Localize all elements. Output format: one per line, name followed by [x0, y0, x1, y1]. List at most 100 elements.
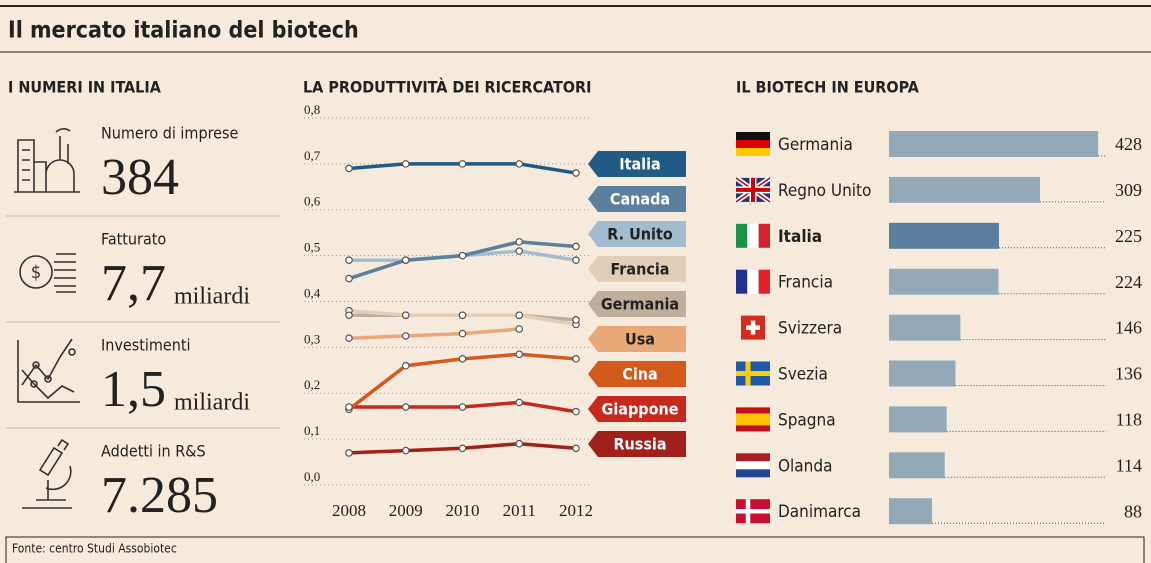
- stat-label: Fatturato: [101, 230, 166, 249]
- x-tick-label: 2008: [332, 501, 366, 520]
- y-tick-label: 0,3: [304, 331, 320, 346]
- flag-part: [736, 453, 770, 462]
- source: Fonte: centro Studi Assobiotec: [12, 542, 177, 556]
- bar: [889, 131, 1099, 157]
- point: [458, 444, 467, 453]
- flag-part: [736, 499, 770, 524]
- category-label: Francia: [778, 273, 833, 293]
- legend-tag: [588, 256, 686, 282]
- legend-label: Canada: [610, 190, 670, 209]
- point: [401, 446, 410, 455]
- value-label: 118: [1116, 410, 1142, 430]
- category-label: Germania: [778, 135, 853, 155]
- y-tick-label: 0,2: [304, 377, 320, 392]
- y-tick-label: 0,0: [304, 469, 320, 484]
- y-tick-label: 0,1: [304, 423, 320, 438]
- stat-value: 1,5: [101, 361, 166, 418]
- legend-tag: [588, 326, 686, 352]
- point: [345, 274, 353, 283]
- legend-tag: [588, 361, 686, 387]
- legend-tag: [588, 221, 686, 247]
- bar: [889, 176, 1040, 203]
- legend-tag: [588, 431, 686, 457]
- legend-label: Russia: [613, 435, 666, 454]
- point: [458, 160, 467, 168]
- flag-part: [747, 269, 759, 294]
- x-tick-label: 2011: [503, 501, 536, 520]
- legend-label: Germania: [601, 295, 679, 314]
- point: [515, 398, 524, 407]
- stat-unit: miliardi: [174, 284, 250, 310]
- flag-part: [736, 361, 770, 386]
- point: [345, 449, 353, 457]
- category-label: Spagna: [778, 410, 836, 430]
- point: [515, 439, 524, 448]
- point: [401, 160, 410, 168]
- legend-label: Italia: [619, 155, 661, 174]
- legend-tag: [588, 291, 686, 317]
- point: [572, 444, 580, 453]
- category-label: Olanda: [778, 456, 832, 476]
- point: [401, 403, 410, 411]
- stat-label: Numero di imprese: [101, 124, 239, 143]
- point: [458, 311, 467, 320]
- value-label: 136: [1115, 364, 1142, 384]
- value-label: 428: [1115, 134, 1142, 154]
- point: [345, 403, 353, 411]
- point: [515, 350, 524, 359]
- legend-label: R. Unito: [607, 225, 673, 244]
- flag-part: [736, 132, 770, 140]
- point: [515, 160, 524, 168]
- point: [572, 407, 580, 416]
- point: [401, 332, 410, 340]
- y-tick-label: 0,8: [304, 102, 320, 117]
- flag-part: [736, 148, 770, 156]
- source-box: [5, 536, 1145, 563]
- flag-part: [736, 461, 770, 470]
- bar: [889, 314, 961, 341]
- section-title: LA PRODUTTIVITÀ DEI RICERCATORI: [303, 78, 591, 97]
- icon-microscope: [22, 438, 72, 509]
- flag-part: [747, 223, 759, 248]
- point: [515, 311, 524, 320]
- legend-label: Francia: [610, 260, 669, 279]
- point: [515, 247, 524, 255]
- flag-part: [736, 223, 748, 248]
- point: [401, 311, 410, 320]
- icon-factory: [14, 128, 80, 193]
- point: [401, 256, 410, 265]
- point: [572, 316, 580, 324]
- bar: [889, 222, 999, 249]
- point: [572, 355, 580, 363]
- category-label: Svizzera: [778, 319, 842, 339]
- section-title: IL BIOTECH IN EUROPA: [736, 78, 920, 97]
- x-tick-label: 2009: [389, 501, 423, 520]
- point: [572, 169, 580, 177]
- series-line: [348, 327, 520, 340]
- stat-value: 384: [101, 149, 179, 206]
- point: [345, 311, 353, 320]
- flag-part: [736, 469, 770, 478]
- category-label: Italia: [778, 227, 822, 247]
- point: [458, 251, 467, 260]
- flag-part: [746, 320, 760, 335]
- point: [345, 334, 353, 343]
- y-tick-label: 0,7: [304, 148, 321, 163]
- main-title: Il mercato italiano del biotech: [8, 18, 359, 44]
- flag-part: [758, 269, 770, 294]
- legend-tag: [588, 396, 686, 422]
- value-label: 146: [1115, 318, 1142, 338]
- point: [515, 238, 524, 246]
- value-label: 224: [1115, 272, 1142, 292]
- point: [458, 355, 467, 363]
- value-label: 309: [1115, 180, 1142, 200]
- flag-part: [736, 140, 770, 148]
- point: [458, 403, 467, 411]
- bar: [889, 498, 932, 525]
- point: [458, 329, 467, 338]
- stat-label: Investimenti: [101, 336, 191, 355]
- y-tick-label: 0,4: [304, 285, 321, 300]
- bar: [889, 360, 956, 387]
- point: [572, 242, 580, 251]
